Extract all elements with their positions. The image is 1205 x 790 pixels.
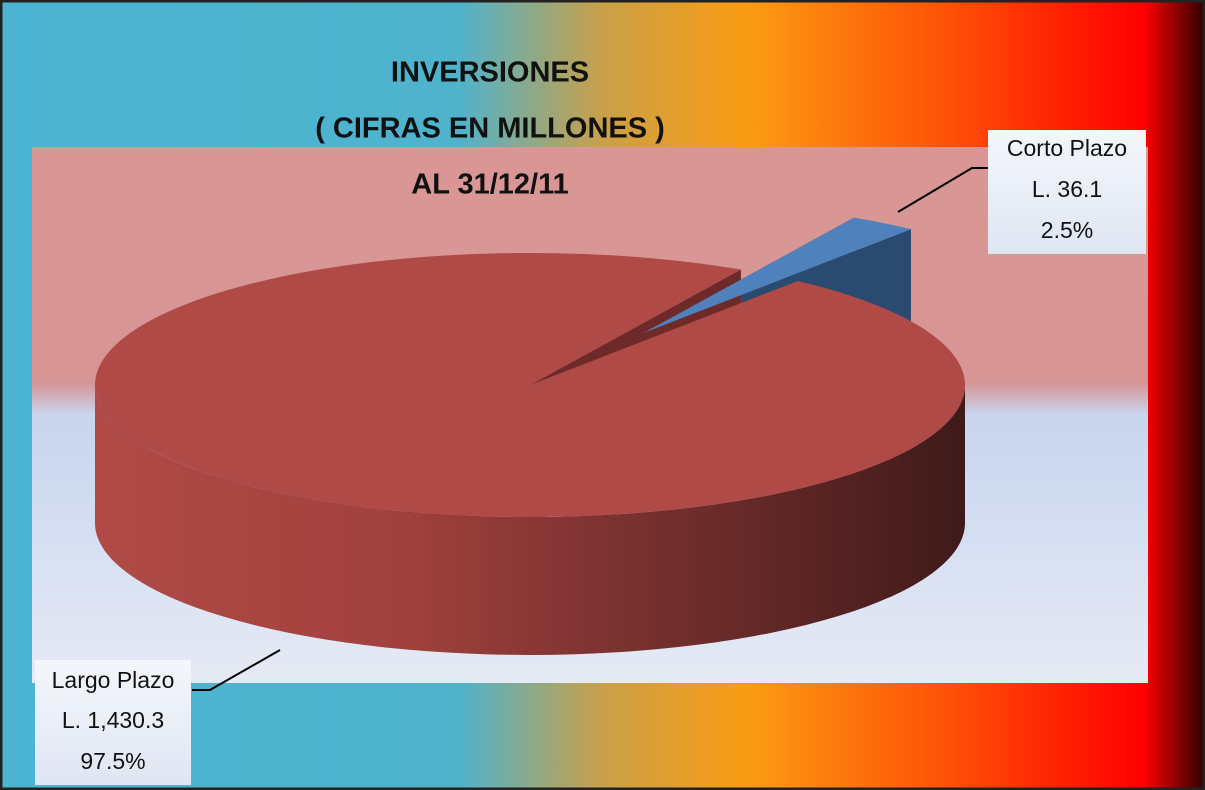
percent-label: 2.5%: [1041, 217, 1093, 243]
chart-title: ( CIFRAS EN MILLONES ): [315, 113, 665, 145]
percent-label: 97.5%: [80, 748, 145, 774]
slice: [95, 253, 966, 518]
label-box: [988, 130, 1146, 254]
chart-title: INVERSIONES: [391, 57, 589, 89]
slice-side: [95, 385, 965, 655]
label-box: [35, 660, 191, 785]
pie: [95, 217, 966, 655]
category-label: Largo Plazo: [52, 667, 175, 693]
leader-line: [897, 167, 988, 213]
chart-title: AL 31/12/11: [411, 169, 568, 201]
amount-label: L. 36.1: [1032, 176, 1102, 202]
category-label: Corto Plazo: [1007, 135, 1127, 161]
leader-line: [192, 649, 281, 691]
amount-label: L. 1,430.3: [62, 707, 164, 733]
slice: [643, 217, 911, 334]
